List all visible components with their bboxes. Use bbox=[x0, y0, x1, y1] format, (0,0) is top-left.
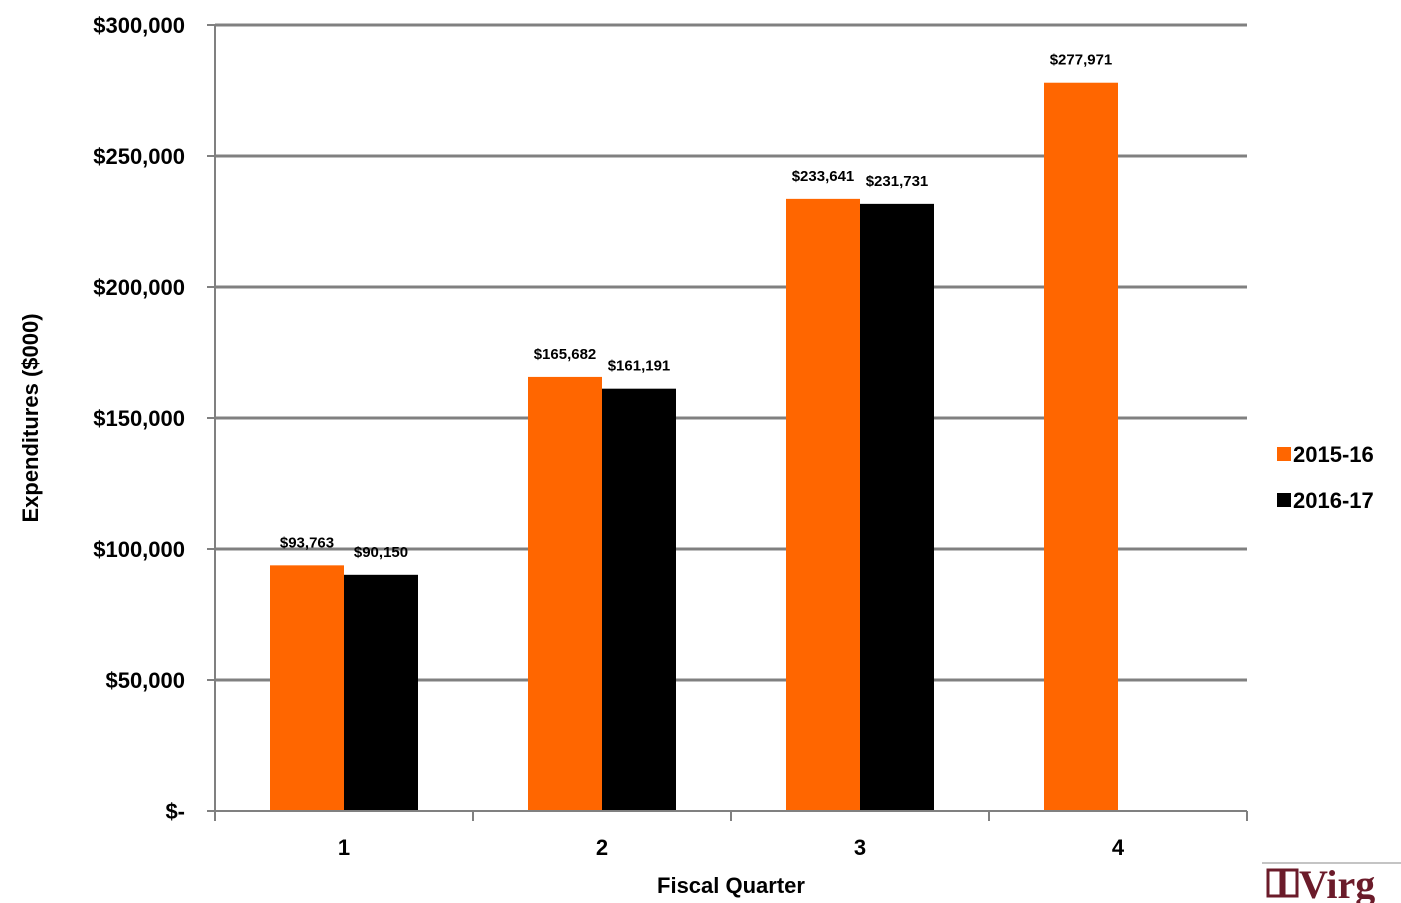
data-label: $277,971 bbox=[1050, 52, 1113, 69]
bars bbox=[270, 82, 1118, 812]
book-icon bbox=[1266, 868, 1299, 898]
bar bbox=[1044, 82, 1118, 811]
y-axis-title: Expenditures ($000) bbox=[18, 313, 43, 522]
y-tick-label: $250,000 bbox=[93, 144, 185, 169]
y-tick-label: $150,000 bbox=[93, 406, 185, 431]
data-label: $161,191 bbox=[608, 358, 671, 375]
axes: $- $50,000 $100,000 $150,000 $200,000 $250,00… bbox=[93, 13, 1248, 860]
data-label: $90,150 bbox=[354, 544, 408, 561]
logo: Virg bbox=[1262, 862, 1401, 903]
y-tick-label: $100,000 bbox=[93, 537, 185, 562]
legend-swatch bbox=[1277, 447, 1291, 461]
logo-text: Virg bbox=[1299, 862, 1375, 903]
bar bbox=[860, 203, 934, 812]
data-label: $165,682 bbox=[534, 346, 597, 363]
bar bbox=[786, 198, 860, 811]
legend-label: 2015-16 bbox=[1293, 442, 1374, 467]
data-label: $231,731 bbox=[866, 173, 929, 190]
legend-swatch bbox=[1277, 493, 1291, 507]
x-axis-title: Fiscal Quarter bbox=[657, 873, 805, 898]
x-tick-label: 2 bbox=[596, 835, 608, 860]
bar bbox=[344, 574, 418, 811]
bar bbox=[602, 388, 676, 811]
legend-label: 2016-17 bbox=[1293, 488, 1374, 513]
bar bbox=[270, 565, 344, 811]
y-tick-label: $50,000 bbox=[105, 668, 185, 693]
bar bbox=[528, 376, 602, 811]
x-tick-label: 3 bbox=[854, 835, 866, 860]
data-label: $93,763 bbox=[280, 534, 334, 551]
y-tick-label: $200,000 bbox=[93, 275, 185, 300]
data-label: $233,641 bbox=[792, 168, 855, 185]
y-tick-label: $- bbox=[165, 799, 185, 824]
legend: 2015-16 2016-17 bbox=[1277, 442, 1374, 513]
data-labels: $93,763 $90,150 $165,682 $161,191 $233,641 $2… bbox=[280, 52, 1112, 561]
x-tick-label: 1 bbox=[338, 835, 350, 860]
y-tick-label: $300,000 bbox=[93, 13, 185, 38]
x-tick-label: 4 bbox=[1112, 835, 1125, 860]
